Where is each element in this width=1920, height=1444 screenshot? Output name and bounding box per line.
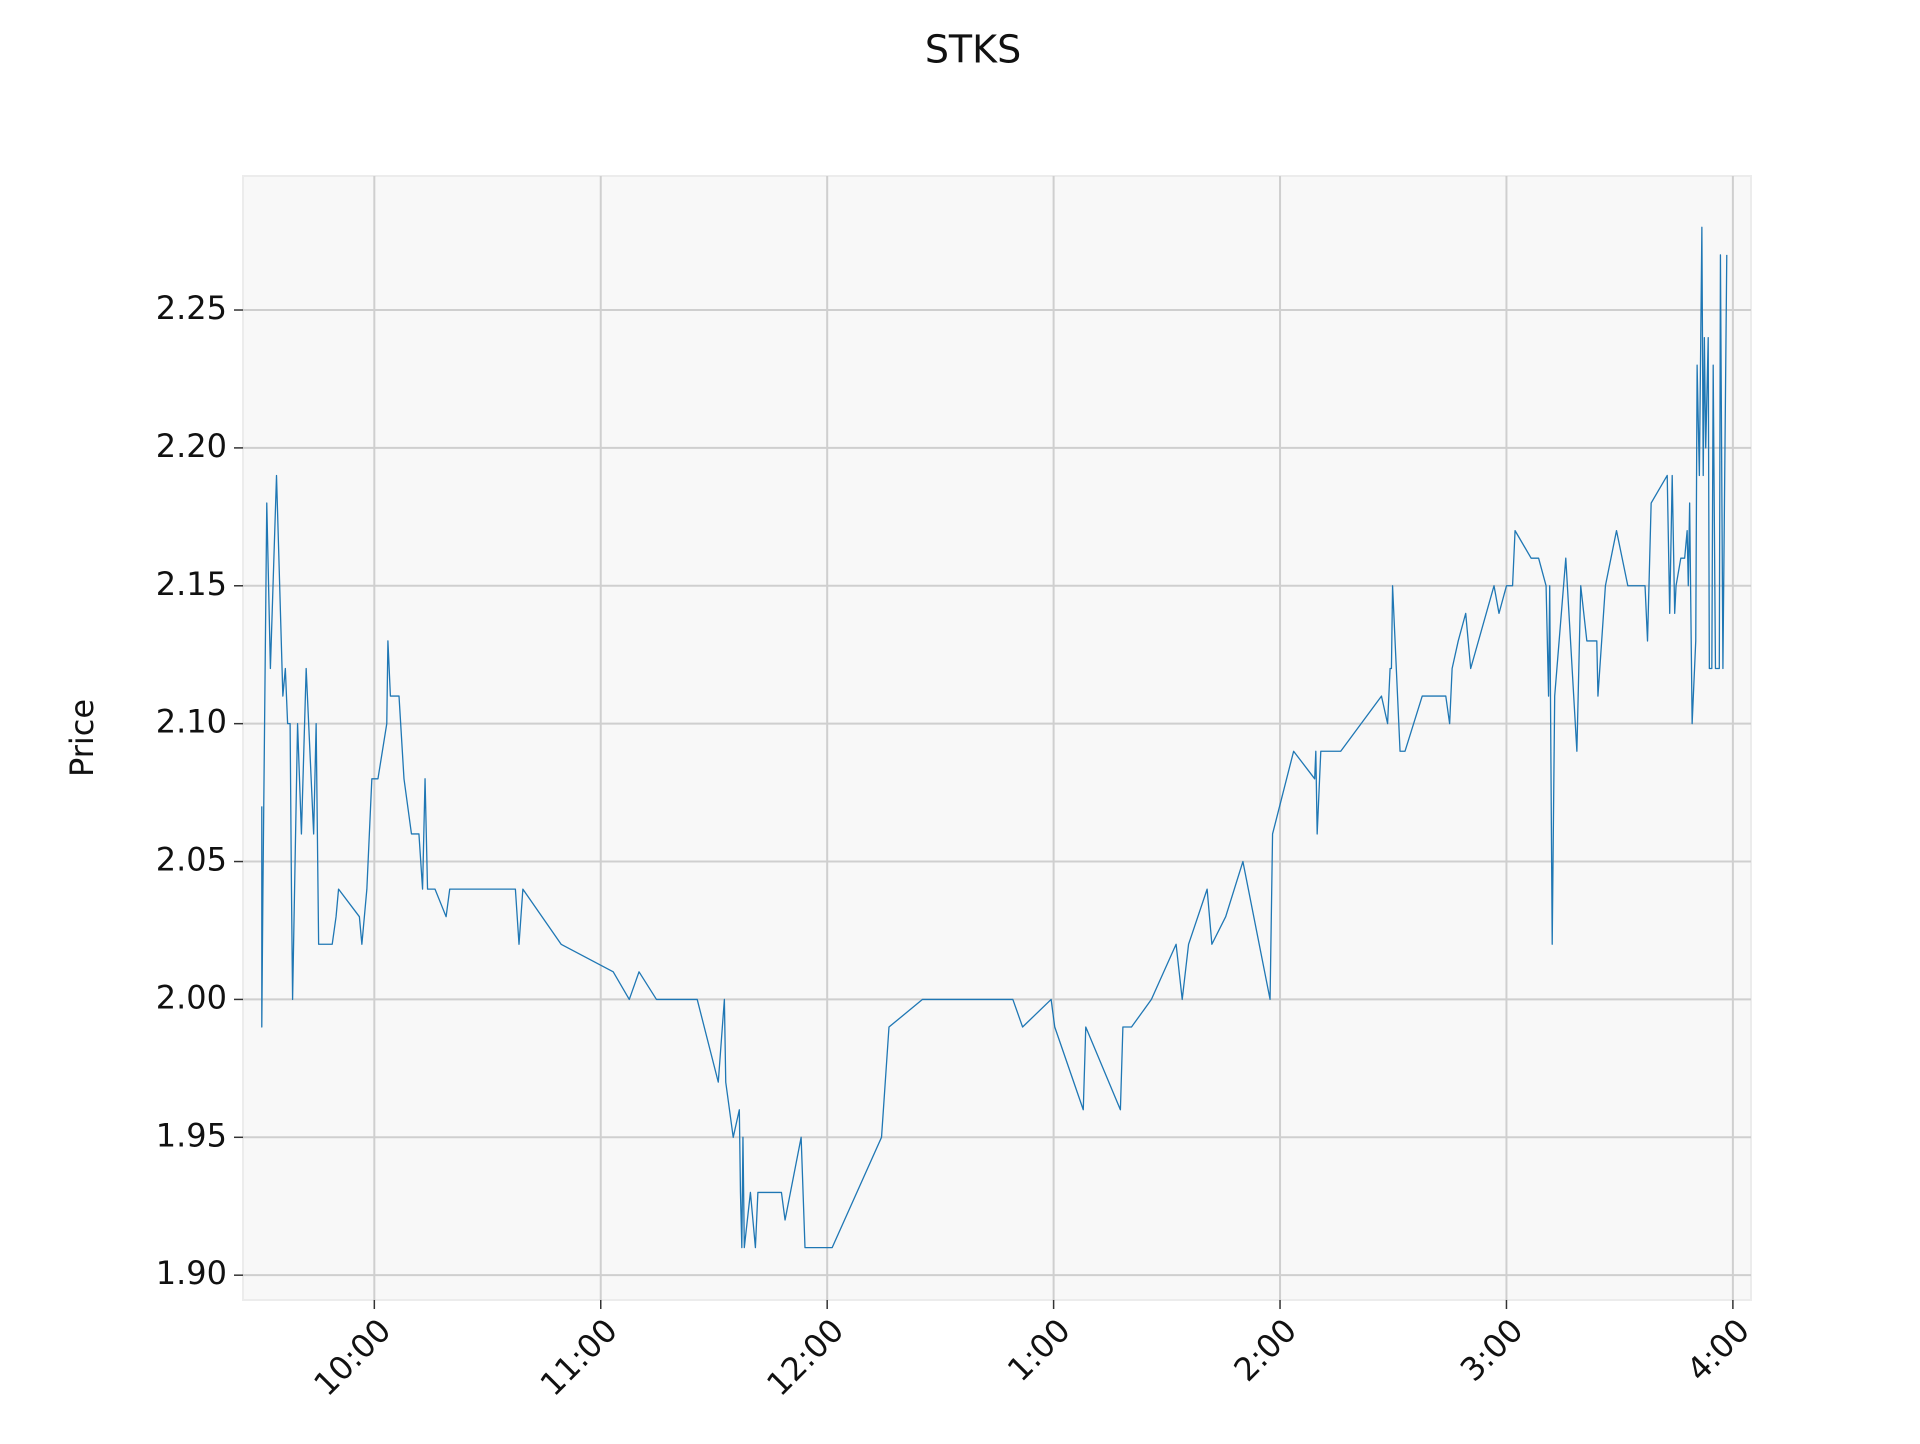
- y-tick-label: 2.20: [156, 427, 227, 465]
- price-line: [261, 226, 1728, 1249]
- x-tick-label: 1:00: [1000, 1311, 1078, 1389]
- y-tick-label: 2.05: [156, 841, 227, 879]
- x-tick-label: 11:00: [533, 1311, 625, 1403]
- y-tick-label: 2.15: [156, 565, 227, 603]
- y-tick-label: 2.00: [156, 978, 227, 1016]
- x-tick-label: 4:00: [1679, 1311, 1757, 1389]
- x-tick-label: 12:00: [759, 1311, 851, 1403]
- y-tick-label: 2.25: [156, 289, 227, 327]
- y-tick-label: 2.10: [156, 703, 227, 741]
- y-tick-label: 1.90: [156, 1254, 227, 1292]
- x-tick-label: 2:00: [1226, 1311, 1304, 1389]
- x-tick-label: 3:00: [1453, 1311, 1531, 1389]
- x-tick-label: 10:00: [306, 1311, 398, 1403]
- y-tick-label: 1.95: [156, 1116, 227, 1154]
- plot-area: [242, 175, 1752, 1301]
- y-axis-label: Price: [63, 699, 101, 777]
- chart-title: STKS: [925, 28, 1021, 72]
